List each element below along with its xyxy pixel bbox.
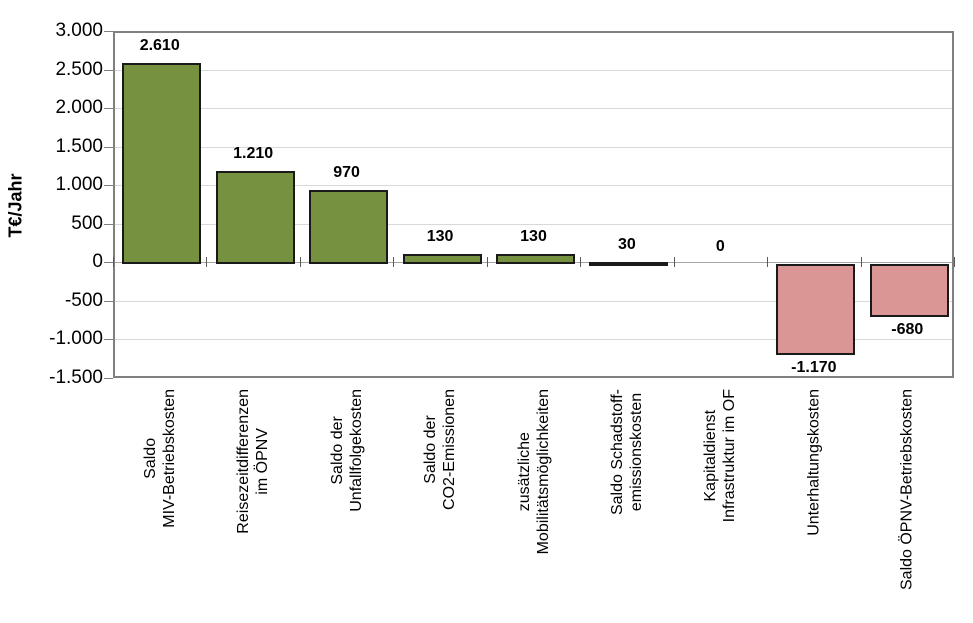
y-tick-mark [104,31,113,32]
x-tick-mark [393,257,395,268]
gridline [115,339,952,341]
bar-value-label: 130 [520,228,547,246]
y-tick-mark [104,185,113,187]
y-tick-label: 0 [92,251,103,273]
gridline [115,146,952,148]
y-tick-label: 1.000 [55,174,103,196]
bar [402,254,482,265]
category-label: Saldo der CO2-Emissionen [421,389,459,510]
category-label-line: Mobilitätsmöglichkeiten [534,389,552,555]
category-label-line: Infrastruktur im OF [721,389,739,523]
y-tick-mark [104,69,113,71]
y-tick-label: 1.500 [55,135,103,157]
x-tick-mark [486,257,488,268]
y-tick-mark [104,262,113,264]
y-tick-mark [104,378,113,379]
bar [776,264,856,355]
category-label-line: CO2-Emissionen [441,389,459,510]
category-label-line: Unterhaltungskosten [805,389,823,536]
gridline [115,300,952,302]
y-tick-mark [104,339,113,341]
bar [589,262,669,267]
y-tick-label: 500 [71,212,103,234]
gridline [115,108,952,110]
x-tick-mark [299,257,301,268]
bar-value-label: -1.170 [791,358,837,376]
y-tick-label: 2.000 [55,97,103,119]
plot-area [113,31,954,378]
gridline [115,185,952,187]
category-label-line: Saldo der [422,415,440,484]
bar [309,189,389,265]
bar-value-label: 2.610 [139,37,180,55]
x-tick-mark [954,257,955,268]
x-tick-mark [206,257,208,268]
y-tick-mark [104,300,113,302]
category-label: Saldo ÖPNV-Betriebskosten [898,389,917,590]
bar [496,254,575,265]
category-label-line: Unfallfolgekosten [347,389,365,512]
x-tick-mark [580,257,582,268]
y-tick-label: 3.000 [55,20,103,41]
category-label-line: Saldo [141,437,159,479]
category-label-line: Saldo ÖPNV-Betriebskosten [898,389,916,590]
bar [215,171,295,265]
category-label: Saldo der Unfallfolgekosten [328,389,366,512]
gridline [115,69,952,71]
category-label: Kapitaldienst Infrastruktur im OF [701,389,739,522]
y-tick-label: -1.000 [49,328,103,350]
gridline [115,223,952,225]
bar-value-label: 0 [715,238,725,256]
y-tick-label: -500 [64,289,103,311]
bar-value-label: 970 [333,163,360,181]
category-label: Saldo Schadstoff-emissionskosten [608,389,646,515]
y-tick-mark [104,146,113,148]
x-tick-mark [860,257,862,268]
category-label: Saldo MIV-Betriebskosten [141,389,179,528]
x-tick-mark [767,257,769,268]
y-tick-mark [104,223,113,225]
category-label-line: emissionskosten [627,392,645,512]
bar [869,264,949,317]
category-label-line: MIV-Betriebskosten [160,389,178,528]
category-label: Unterhaltungskosten [804,389,823,536]
bar-value-label: 30 [618,236,636,254]
category-label-line: im ÖPNV [254,428,272,495]
category-label: Reisezeitdifferenzen im ÖPNV [234,389,272,534]
category-label-line: zusätzliche [515,432,533,512]
category-label: zusätzliche Mobilitätsmöglichkeiten [515,389,553,554]
y-tick-mark [104,108,113,110]
y-tick-label: -1.500 [49,367,103,388]
category-label-line: Kapitaldienst [702,409,720,502]
category-label-line: Saldo der [328,416,346,485]
bar-value-label: 130 [426,228,454,246]
y-tick-label: 2.500 [55,58,103,80]
x-tick-mark [673,257,675,268]
bar-value-label: -680 [891,320,924,338]
bar-value-label: 1.210 [233,145,274,163]
bar [122,63,202,265]
category-label-line: Reisezeitdifferenzen [235,389,253,534]
x-tick-mark [113,257,114,268]
category-label-line: Saldo Schadstoff- [608,389,626,516]
